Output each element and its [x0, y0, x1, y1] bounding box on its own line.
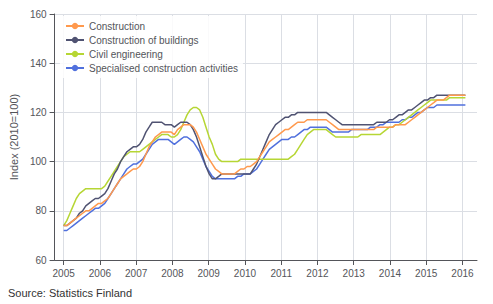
svg-text:2013: 2013 — [343, 268, 366, 279]
svg-text:2015: 2015 — [415, 268, 438, 279]
svg-text:Source: Statistics Finland: Source: Statistics Finland — [8, 287, 132, 299]
svg-text:2016: 2016 — [451, 268, 474, 279]
svg-text:120: 120 — [30, 107, 47, 118]
svg-text:80: 80 — [35, 205, 47, 216]
svg-text:160: 160 — [30, 9, 47, 20]
svg-text:Construction of buildings: Construction of buildings — [89, 35, 199, 46]
svg-text:2005: 2005 — [53, 268, 76, 279]
svg-text:2006: 2006 — [89, 268, 112, 279]
svg-text:Construction: Construction — [89, 21, 145, 32]
svg-text:60: 60 — [35, 255, 47, 266]
svg-text:2009: 2009 — [198, 268, 221, 279]
svg-text:140: 140 — [30, 58, 47, 69]
svg-text:Specialised construction activ: Specialised construction activities — [89, 63, 238, 74]
svg-text:Index (2010=100): Index (2010=100) — [8, 94, 20, 181]
svg-text:2012: 2012 — [306, 268, 329, 279]
svg-text:2011: 2011 — [270, 268, 292, 279]
svg-text:100: 100 — [30, 156, 47, 167]
svg-text:2007: 2007 — [125, 268, 148, 279]
svg-text:2008: 2008 — [161, 268, 184, 279]
svg-text:2010: 2010 — [234, 268, 257, 279]
svg-text:2014: 2014 — [379, 268, 402, 279]
svg-text:Civil engineering: Civil engineering — [89, 49, 163, 60]
